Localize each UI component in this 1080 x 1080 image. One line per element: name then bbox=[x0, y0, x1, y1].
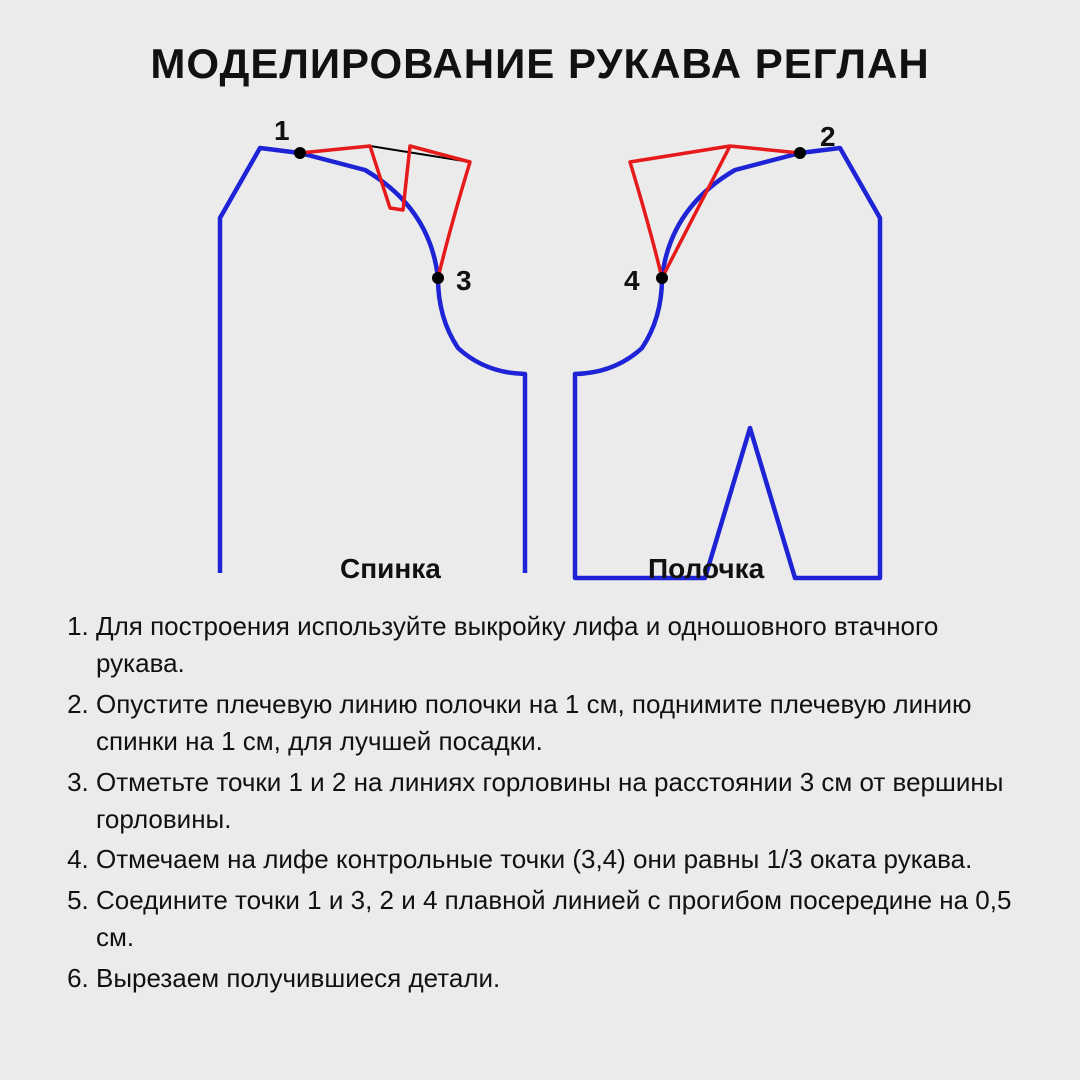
front-raglan-line bbox=[630, 146, 800, 278]
front-raglan-inner bbox=[662, 146, 730, 278]
point-label: 3 bbox=[456, 265, 472, 296]
pattern-point bbox=[294, 147, 306, 159]
page-title: МОДЕЛИРОВАНИЕ РУКАВА РЕГЛАН bbox=[60, 40, 1020, 88]
point-label: 2 bbox=[820, 121, 836, 152]
instruction-item: Опустите плечевую линию полочки на 1 см,… bbox=[96, 686, 1020, 760]
instruction-item: Отметьте точки 1 и 2 на линиях горловины… bbox=[96, 764, 1020, 838]
point-label: 1 bbox=[274, 115, 290, 146]
instructions-list: Для построения используйте выкройку лифа… bbox=[60, 608, 1020, 997]
back-raglan-line bbox=[300, 146, 470, 278]
back-outline bbox=[220, 148, 525, 573]
point-label: 4 bbox=[624, 265, 640, 296]
pattern-point bbox=[794, 147, 806, 159]
front-outline bbox=[575, 148, 880, 578]
pattern-point bbox=[432, 272, 444, 284]
instruction-item: Соедините точки 1 и 3, 2 и 4 плавной лин… bbox=[96, 882, 1020, 956]
pattern-diagram: 1 3 2 4 Спинка Полочка bbox=[60, 98, 1020, 598]
back-label: Спинка bbox=[340, 553, 441, 584]
front-label: Полочка bbox=[648, 553, 765, 584]
instruction-item: Вырезаем получившиеся детали. bbox=[96, 960, 1020, 997]
instruction-item: Для построения используйте выкройку лифа… bbox=[96, 608, 1020, 682]
instruction-item: Отмечаем на лифе контрольные точки (3,4)… bbox=[96, 841, 1020, 878]
pattern-point bbox=[656, 272, 668, 284]
